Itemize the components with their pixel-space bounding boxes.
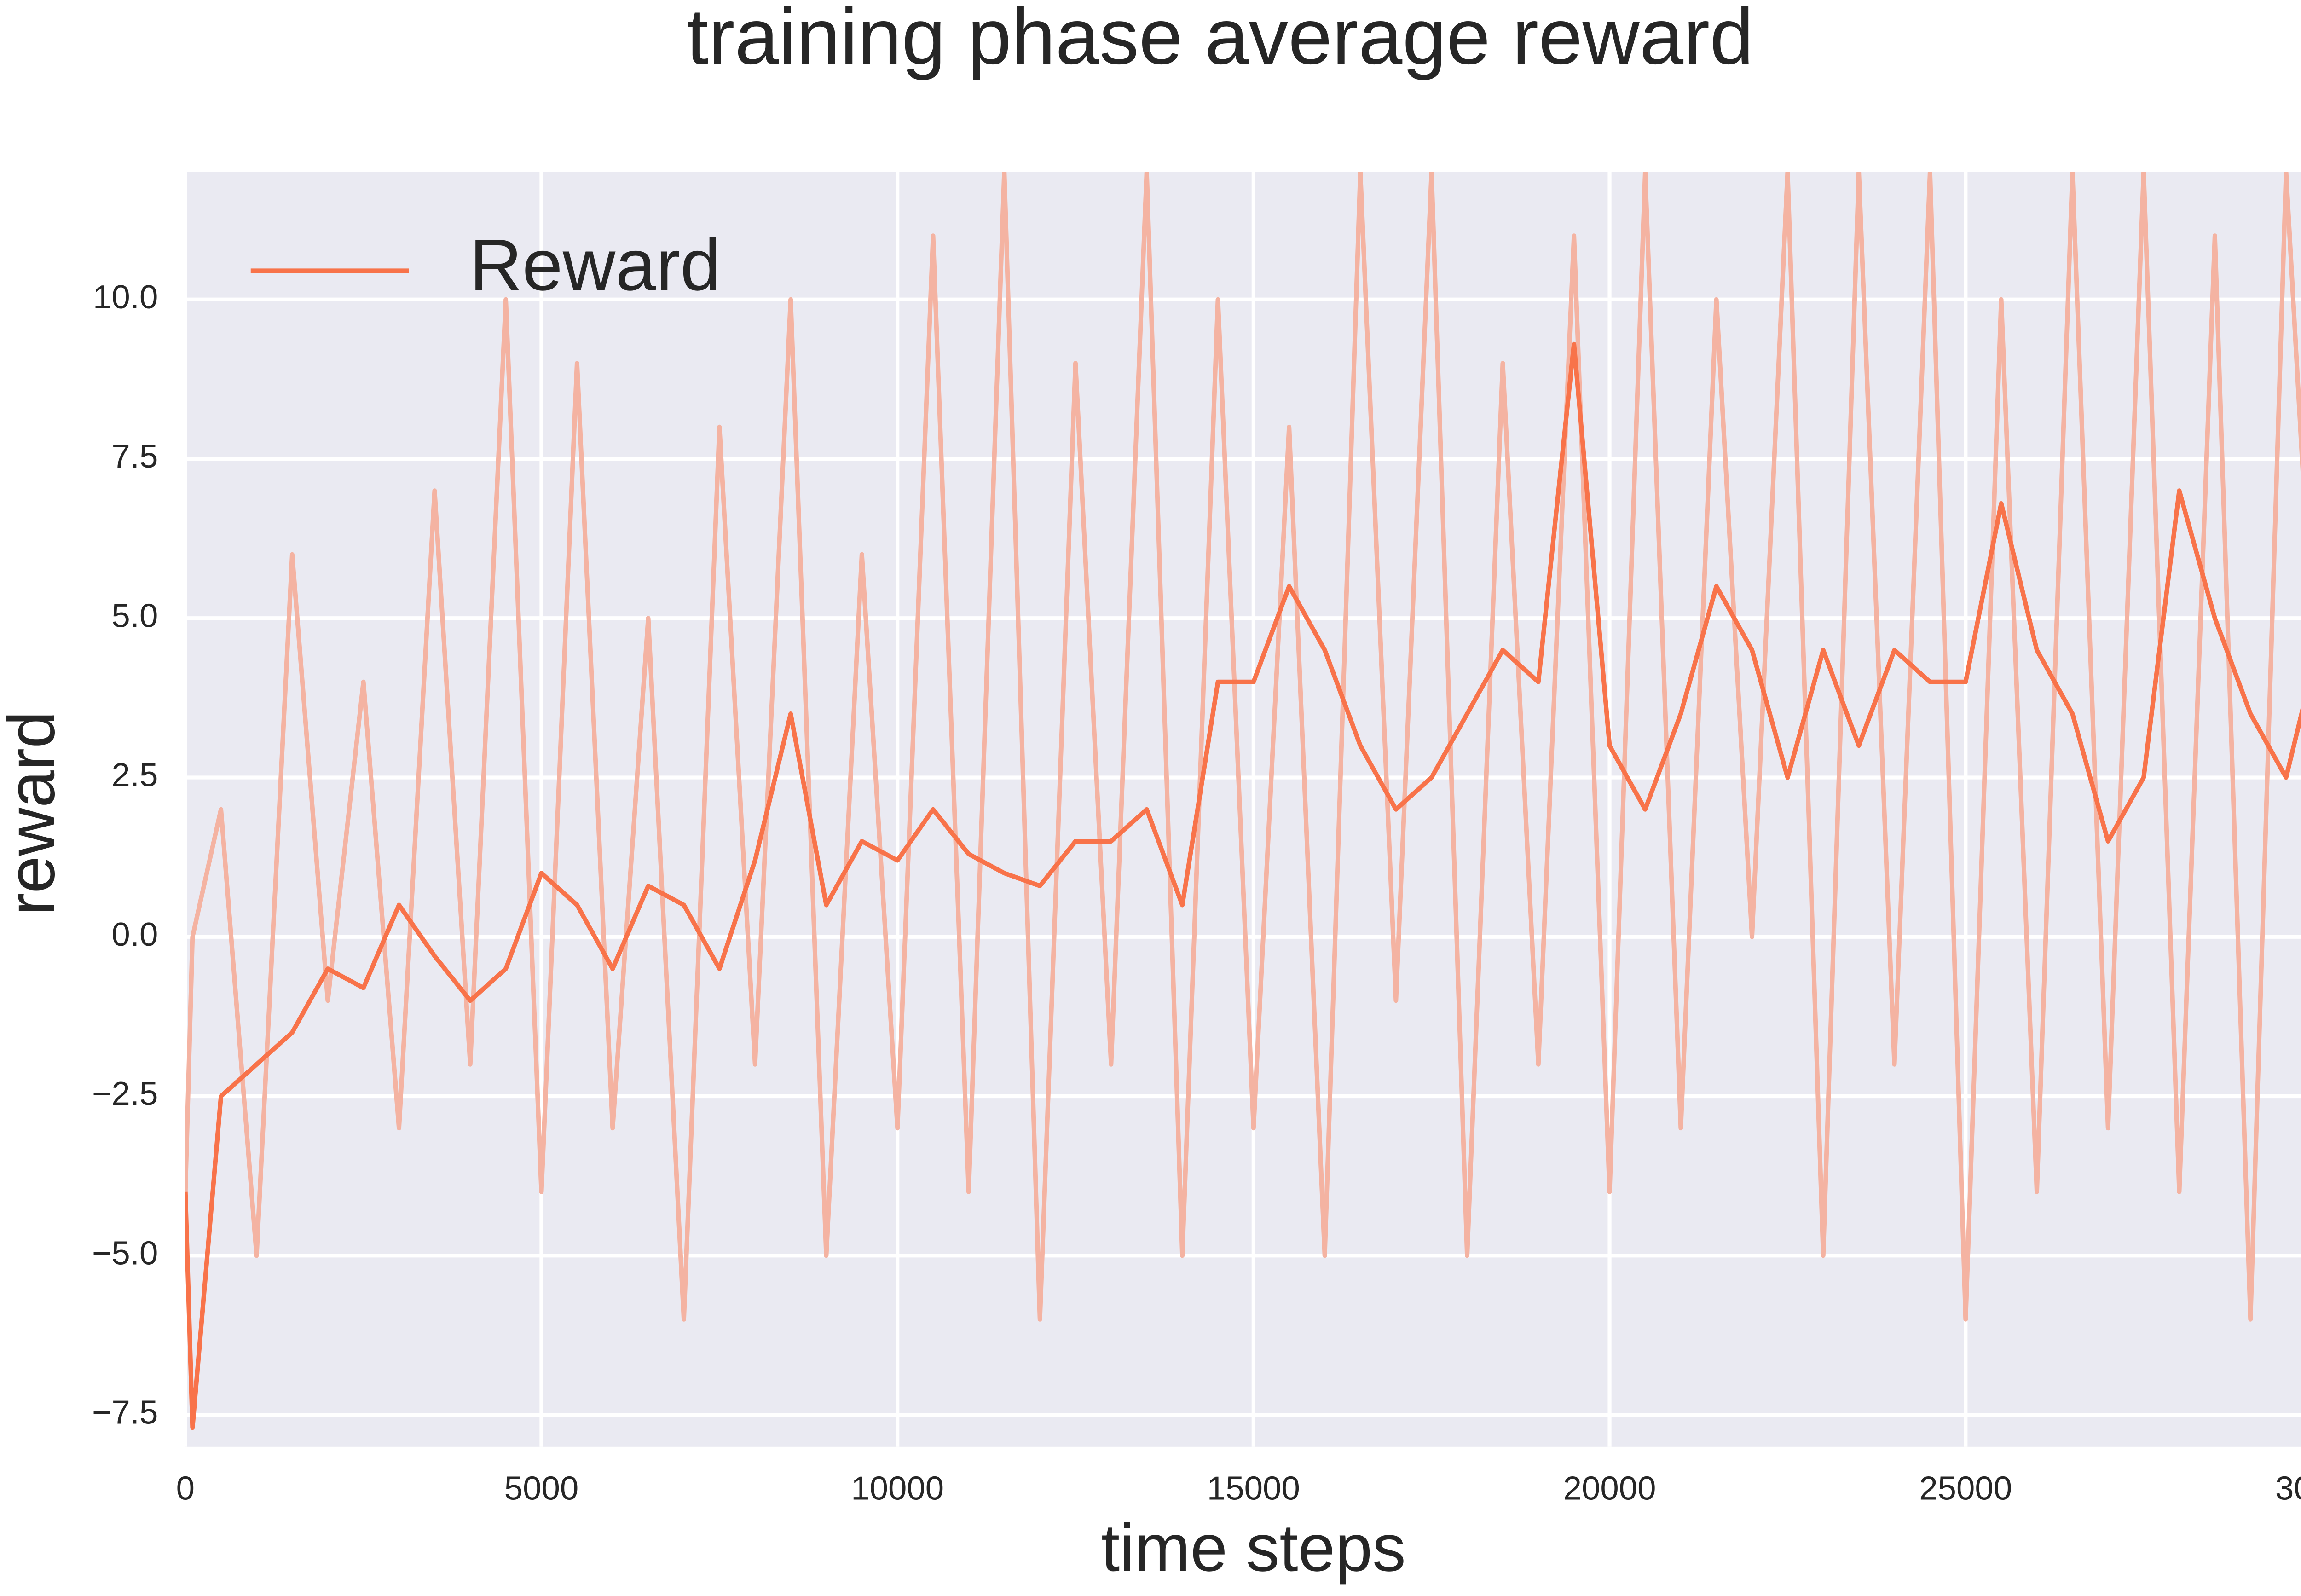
y-tick-label: 0.0 bbox=[111, 916, 158, 953]
y-axis-label: reward bbox=[0, 711, 69, 915]
x-tick-label: 5000 bbox=[504, 1470, 579, 1507]
y-tick-label: 2.5 bbox=[111, 757, 158, 794]
y-tick-label: −7.5 bbox=[92, 1394, 158, 1431]
x-axis-label: time steps bbox=[1101, 1510, 1406, 1585]
x-tick-label: 25000 bbox=[1919, 1470, 2012, 1507]
y-tick-label: 7.5 bbox=[111, 438, 158, 475]
y-tick-label: −5.0 bbox=[92, 1234, 158, 1272]
y-tick-label: −2.5 bbox=[92, 1075, 158, 1112]
x-tick-label: 15000 bbox=[1207, 1470, 1300, 1507]
x-tick-label: 0 bbox=[176, 1470, 195, 1507]
y-tick-label: 5.0 bbox=[111, 597, 158, 634]
series-line bbox=[185, 341, 2301, 1430]
legend-label: Reward bbox=[469, 224, 721, 306]
x-tick-label: 30000 bbox=[2275, 1470, 2301, 1507]
x-tick-label: 10000 bbox=[851, 1470, 944, 1507]
chart-title: training phase average reward bbox=[687, 0, 1754, 81]
series-line bbox=[185, 172, 2301, 1322]
y-tick-label: 10.0 bbox=[93, 278, 158, 316]
x-tick-label: 20000 bbox=[1563, 1470, 1656, 1507]
